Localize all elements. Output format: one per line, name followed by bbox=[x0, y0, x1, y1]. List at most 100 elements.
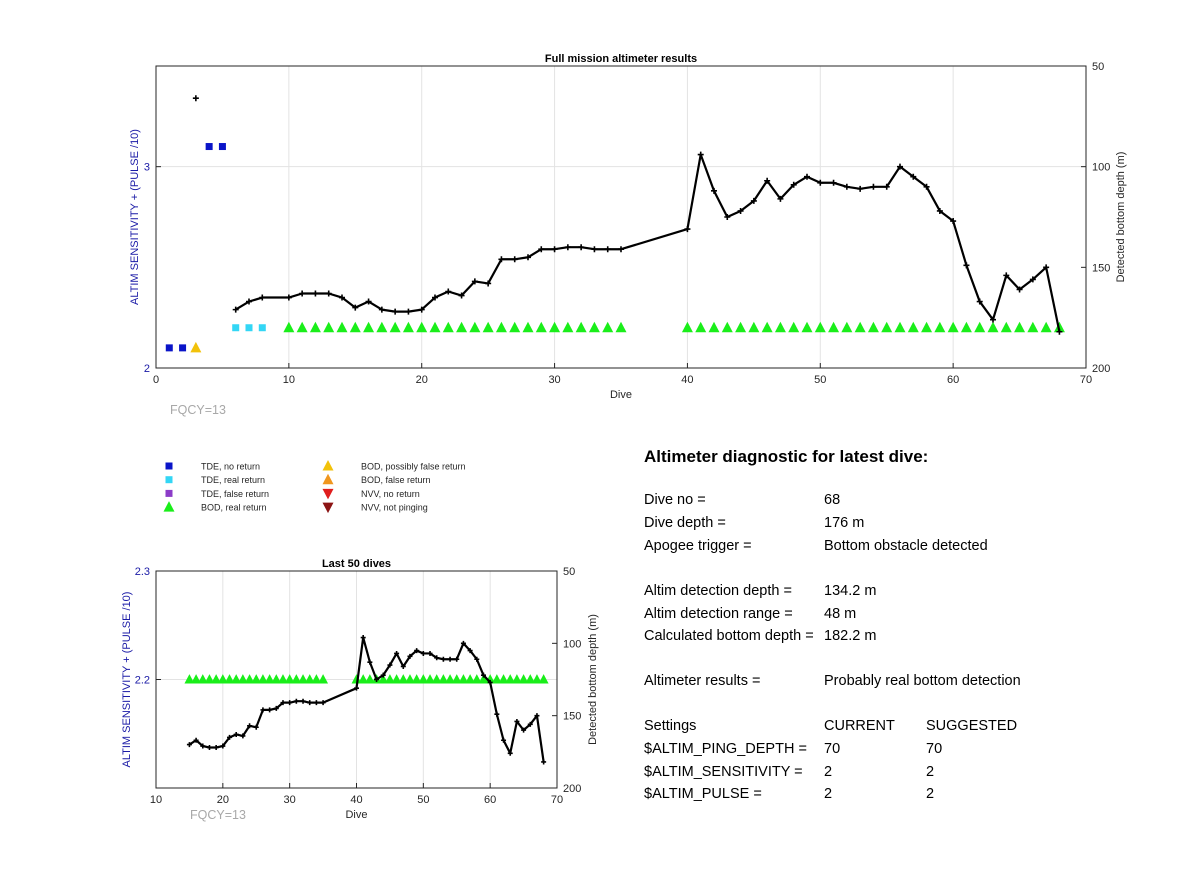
x-axis-label: Dive bbox=[610, 389, 632, 401]
x-tick-label: 10 bbox=[150, 794, 162, 806]
data-point bbox=[264, 674, 275, 684]
legend-label: BOD, possibly false return bbox=[361, 462, 466, 472]
x-tick-label: 60 bbox=[947, 374, 959, 386]
data-point bbox=[293, 698, 299, 704]
y2-tick-label: 50 bbox=[563, 566, 575, 578]
data-point bbox=[737, 207, 744, 214]
setting-name: $ALTIM_PULSE = bbox=[644, 786, 762, 802]
legend-label: NVV, no return bbox=[361, 489, 420, 499]
x-tick-label: 70 bbox=[1080, 374, 1092, 386]
data-point bbox=[801, 321, 813, 333]
data-point bbox=[465, 674, 476, 684]
data-point bbox=[505, 674, 516, 684]
data-point bbox=[538, 246, 545, 253]
data-point bbox=[217, 674, 228, 684]
data-point bbox=[525, 674, 536, 684]
data-point bbox=[578, 244, 585, 251]
data-point bbox=[186, 742, 192, 748]
data-point bbox=[950, 218, 957, 225]
data-point bbox=[389, 321, 401, 333]
data-point bbox=[232, 324, 240, 332]
data-point bbox=[830, 179, 837, 186]
data-point bbox=[336, 321, 348, 333]
data-point bbox=[447, 656, 453, 662]
x-tick-label: 10 bbox=[283, 374, 295, 386]
data-point bbox=[364, 674, 375, 684]
data-point bbox=[220, 743, 226, 749]
data-point bbox=[420, 650, 426, 656]
data-point bbox=[273, 705, 279, 711]
data-point bbox=[474, 656, 480, 662]
data-point bbox=[352, 304, 359, 311]
setting-current: 2 bbox=[824, 764, 833, 780]
legend-label: NVV, not pinging bbox=[361, 503, 428, 513]
data-point bbox=[854, 321, 866, 333]
axes-box bbox=[155, 65, 1087, 369]
data-point bbox=[363, 321, 375, 333]
data-point bbox=[525, 254, 531, 261]
data-point bbox=[429, 321, 441, 333]
data-point bbox=[456, 321, 468, 333]
data-point bbox=[259, 294, 266, 301]
data-point bbox=[564, 244, 571, 251]
data-point bbox=[684, 226, 691, 233]
data-point bbox=[1040, 321, 1052, 333]
data-point bbox=[438, 674, 449, 684]
data-point bbox=[535, 321, 547, 333]
data-point bbox=[411, 674, 422, 684]
data-point bbox=[240, 733, 246, 739]
dive-no-label: Dive no = bbox=[644, 492, 706, 508]
legend-label: TDE, no return bbox=[201, 462, 260, 472]
data-point bbox=[405, 308, 412, 315]
detect-depth-label: Altim detection depth = bbox=[644, 583, 792, 599]
data-point bbox=[184, 674, 195, 684]
data-point bbox=[358, 674, 369, 684]
data-point bbox=[841, 321, 853, 333]
fqcy-annotation: FQCY=13 bbox=[170, 403, 226, 417]
data-point bbox=[478, 674, 489, 684]
data-point bbox=[204, 674, 215, 684]
data-point bbox=[246, 298, 252, 305]
data-point bbox=[615, 321, 627, 333]
x-tick-label: 20 bbox=[416, 374, 428, 386]
chart-title: Full mission altimeter results bbox=[545, 53, 697, 65]
data-point bbox=[575, 321, 587, 333]
data-point bbox=[414, 648, 420, 654]
data-point bbox=[921, 321, 933, 333]
data-point bbox=[881, 321, 893, 333]
data-point bbox=[394, 650, 400, 656]
data-point bbox=[602, 321, 614, 333]
data-point bbox=[192, 95, 199, 102]
y-axis-label: ALTIM SENSITIVITY + (PULSE /10) bbox=[129, 129, 141, 305]
data-point bbox=[485, 280, 492, 287]
data-point bbox=[193, 737, 199, 743]
data-point bbox=[604, 246, 611, 253]
data-point bbox=[883, 183, 890, 190]
data-point bbox=[518, 674, 529, 684]
x-tick-label: 60 bbox=[484, 794, 496, 806]
data-point bbox=[458, 292, 465, 299]
data-point bbox=[384, 674, 395, 684]
setting-suggested: 2 bbox=[926, 786, 935, 802]
detect-depth-value: 134.2 m bbox=[824, 583, 877, 599]
data-point bbox=[828, 321, 840, 333]
data-point bbox=[588, 321, 600, 333]
y2-tick-label: 200 bbox=[1092, 363, 1110, 375]
chart-title: Last 50 dives bbox=[322, 558, 391, 570]
data-point bbox=[487, 679, 493, 685]
data-point bbox=[867, 321, 879, 333]
data-point bbox=[425, 674, 435, 684]
data-point bbox=[213, 744, 219, 750]
data-point bbox=[402, 321, 414, 333]
data-point bbox=[976, 298, 983, 305]
data-point bbox=[934, 321, 946, 333]
data-point bbox=[260, 707, 266, 713]
data-point bbox=[251, 674, 262, 684]
data-point bbox=[283, 321, 295, 333]
dive-depth-label: Dive depth = bbox=[644, 515, 726, 531]
data-point bbox=[351, 674, 362, 684]
x-axis-label: Dive bbox=[345, 809, 367, 821]
data-point bbox=[349, 321, 361, 333]
data-point bbox=[454, 656, 460, 662]
